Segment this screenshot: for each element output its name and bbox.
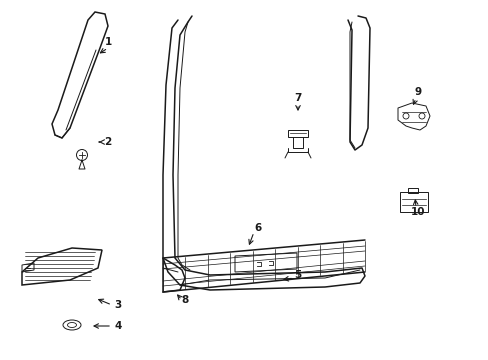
Bar	[407, 188, 417, 193]
Text: 2: 2	[104, 137, 111, 147]
Text: 7: 7	[294, 93, 301, 103]
Text: 5: 5	[294, 270, 301, 280]
Bar	[399, 192, 427, 212]
Text: 8: 8	[181, 295, 188, 305]
Text: 3: 3	[114, 300, 122, 310]
Text: 1: 1	[104, 37, 111, 47]
Text: 10: 10	[410, 207, 425, 217]
Text: 4: 4	[114, 321, 122, 331]
Text: 9: 9	[414, 87, 421, 97]
Text: 6: 6	[254, 223, 261, 233]
